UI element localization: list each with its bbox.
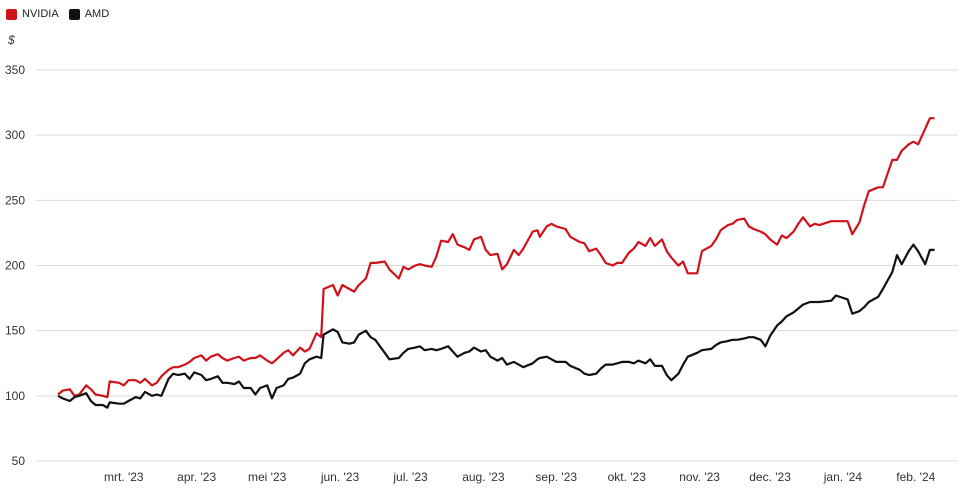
legend-label-amd: AMD — [84, 8, 110, 20]
x-tick-label: feb. '24 — [896, 470, 935, 484]
legend-swatch-nvidia — [6, 8, 17, 20]
x-tick-label: dec. '23 — [749, 470, 791, 484]
legend-item-nvidia[interactable]: NVIDIA — [6, 8, 59, 20]
x-tick-label: sep. '23 — [535, 470, 577, 484]
y-tick-labels: 50 100 150 200 250 300 350 — [5, 63, 25, 468]
y-tick-label: 300 — [5, 128, 25, 142]
series-lines — [57, 117, 935, 409]
x-tick-label: mrt. '23 — [104, 470, 144, 484]
x-tick-labels: mrt. '23 apr. '23 mei '23 jun. '23 jul. '23 a… — [104, 470, 936, 484]
x-tick-label: okt. '23 — [608, 470, 647, 484]
series-line-amd[interactable] — [57, 243, 935, 409]
series-line-nvidia[interactable] — [57, 117, 935, 399]
y-tick-label: 250 — [5, 193, 25, 207]
x-tick-label: apr. '23 — [177, 470, 216, 484]
x-tick-label: nov. '23 — [679, 470, 720, 484]
y-tick-label: 150 — [5, 324, 25, 338]
x-tick-label: mei '23 — [248, 470, 287, 484]
grid-lines — [36, 69, 958, 462]
legend: NVIDIA AMD — [6, 8, 119, 20]
y-axis-label: $ — [8, 33, 15, 47]
y-tick-label: 200 — [5, 259, 25, 273]
y-tick-label: 50 — [12, 454, 26, 468]
y-tick-label: 100 — [5, 389, 25, 403]
legend-label-nvidia: NVIDIA — [22, 8, 59, 20]
legend-swatch-amd — [68, 8, 80, 20]
x-tick-label: jun. '23 — [320, 470, 360, 484]
legend-item-amd[interactable]: AMD — [68, 8, 110, 20]
x-tick-label: jan. '24 — [823, 470, 863, 484]
x-tick-label: jul. '23 — [392, 470, 428, 484]
y-tick-label: 350 — [5, 63, 25, 77]
x-tick-label: aug. '23 — [462, 470, 505, 484]
